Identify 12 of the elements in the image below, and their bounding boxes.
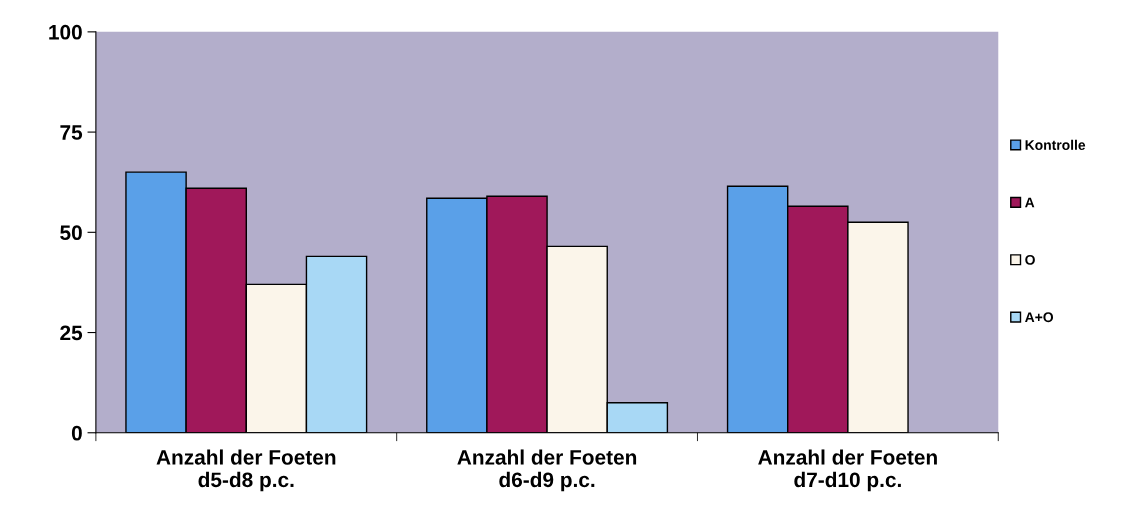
y-tick-label: 25	[60, 325, 83, 341]
x-tick-label: Anzahl der Foeten d7-d10 p.c.	[758, 449, 937, 492]
x-tick-label: Anzahl der Foeten d6-d9 p.c.	[457, 449, 637, 492]
x-tick-label: Anzahl der Foeten d5-d8 p.c.	[156, 449, 336, 492]
y-tick-label: 100	[49, 24, 82, 40]
y-tick-label: 0	[71, 425, 82, 441]
legend-label: A	[1025, 197, 1035, 208]
legend-label: O	[1025, 254, 1035, 265]
y-tick-label: 75	[60, 125, 83, 140]
y-tick-label: 50	[60, 225, 82, 241]
legend-label: Kontrolle	[1025, 139, 1086, 150]
legend-label: A+O	[1025, 312, 1054, 323]
